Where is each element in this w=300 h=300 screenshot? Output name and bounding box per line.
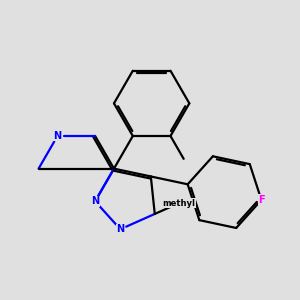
Text: methyl: methyl [162,199,195,208]
Text: F: F [258,195,265,205]
Text: N: N [53,131,62,141]
Text: N: N [116,224,124,234]
Text: N: N [91,196,99,206]
